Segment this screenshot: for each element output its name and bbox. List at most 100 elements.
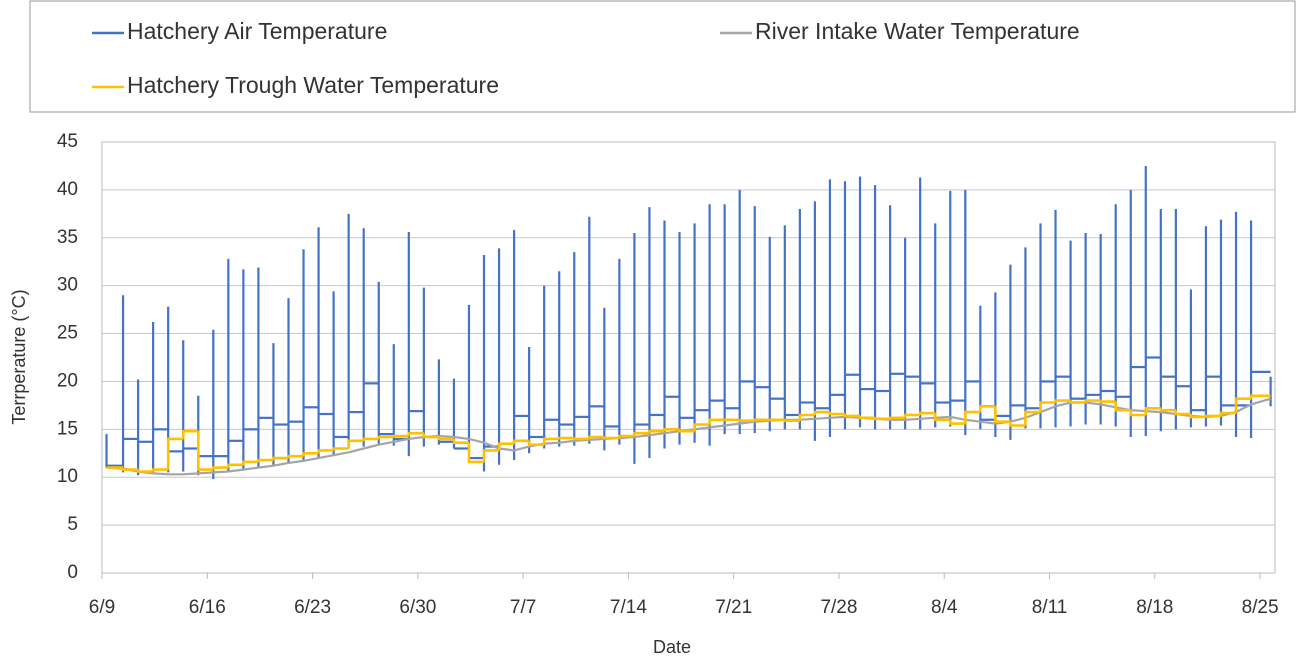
trough-step [678,429,695,433]
trough-step [121,467,139,471]
y-tick-label: 15 [57,418,78,439]
trough-step [994,406,1011,423]
trough-step [392,434,409,438]
trough-step [1174,410,1191,416]
trough-step [918,411,936,415]
trough-step [197,431,214,471]
trough-step [181,429,199,439]
trough-step [1069,400,1086,404]
trough-step [317,449,334,454]
trough-step [663,428,680,432]
trough-step [813,410,830,415]
x-tick-label: 6/30 [399,597,436,618]
trough-step [753,418,770,422]
trough-step [437,437,454,441]
trough-step [1129,410,1146,417]
trough-step [783,419,800,422]
y-tick-label: 5 [67,514,78,535]
trough-step [964,410,981,424]
trough-step [332,447,349,451]
trough-step [738,419,755,422]
trough-step [843,414,860,418]
trough-step [648,429,665,434]
trough-step [1234,397,1252,414]
x-tick-label: 7/7 [510,597,536,618]
trough-step [903,413,921,418]
trough-step [1039,401,1056,413]
trough-step [828,412,845,416]
y-tick-label: 45 [57,131,78,152]
trough-step [347,439,364,449]
trough-step [1204,414,1221,418]
legend-box [29,0,1296,113]
trough-step [302,452,319,457]
x-tick-label: 6/9 [89,597,115,618]
trough-step [151,468,169,472]
trough-step [708,418,725,425]
trough-step [1114,401,1131,412]
trough-step [482,449,500,462]
trough-step [542,437,560,445]
plot [105,165,1272,480]
trough-step [1219,411,1236,416]
x-axis-label: Date [653,637,691,657]
y-tick-label: 30 [57,275,78,296]
axes: 0 5 10 15 20 25 30 35 40 45 6/9 6/16 6/23 6/30 7/7 7/14… [57,131,1279,618]
x-tick-label: 8/18 [1136,597,1173,618]
trough-step [633,431,650,436]
trough-step [873,417,891,421]
trough-step [858,415,876,420]
trough-step [272,456,289,460]
trough-step [603,436,620,440]
trough-step [242,460,259,465]
y-tick-label: 35 [57,227,78,248]
trough-step [798,413,815,421]
trough-step [1159,408,1176,412]
trough-step [1054,399,1071,403]
trough-step [527,440,545,446]
legend-label: River Intake Water Temperature [755,18,1080,44]
trough-step [377,435,394,439]
legend: Hatchery Air Temperature River Intake Wat… [92,18,1080,98]
trough-step [212,466,229,470]
trough-step [166,437,184,470]
trough-step [497,442,515,451]
x-tick-label: 6/23 [294,597,331,618]
trough-step [136,469,154,473]
y-tick-label: 40 [57,179,78,200]
trough-step [557,436,575,440]
trough-step [1144,407,1161,415]
trough-step [693,423,710,432]
x-tick-label: 7/21 [715,597,752,618]
trough-step [452,438,469,444]
trough-step [1249,394,1271,399]
trough-step [257,458,274,462]
grid [102,141,1275,574]
x-tick-label: 8/25 [1242,597,1279,618]
trough-step [1024,410,1041,426]
river-line [106,397,1271,476]
x-tick-label: 7/14 [610,597,647,618]
trough-step [949,419,966,425]
x-tick-label: 6/16 [189,597,226,618]
trough-step [933,413,951,422]
trough-step [1099,400,1116,403]
x-tick-label: 8/11 [1032,597,1068,618]
trough-step [362,437,379,441]
y-tick-label: 10 [57,466,78,487]
trough-step [422,433,439,439]
trough-step [467,442,484,464]
trough-step [618,434,635,438]
legend-label: Hatchery Air Temperature [127,18,387,44]
trough-step [227,463,244,468]
trough-step [888,416,906,420]
trough-step [1009,421,1026,427]
trough-step [573,437,590,441]
x-tick-label: 7/28 [820,597,857,618]
trough-step [287,454,304,459]
y-tick-label: 0 [67,562,78,583]
trough-step [1189,414,1206,419]
trough-step [588,435,605,439]
y-tick-label: 20 [57,370,78,391]
